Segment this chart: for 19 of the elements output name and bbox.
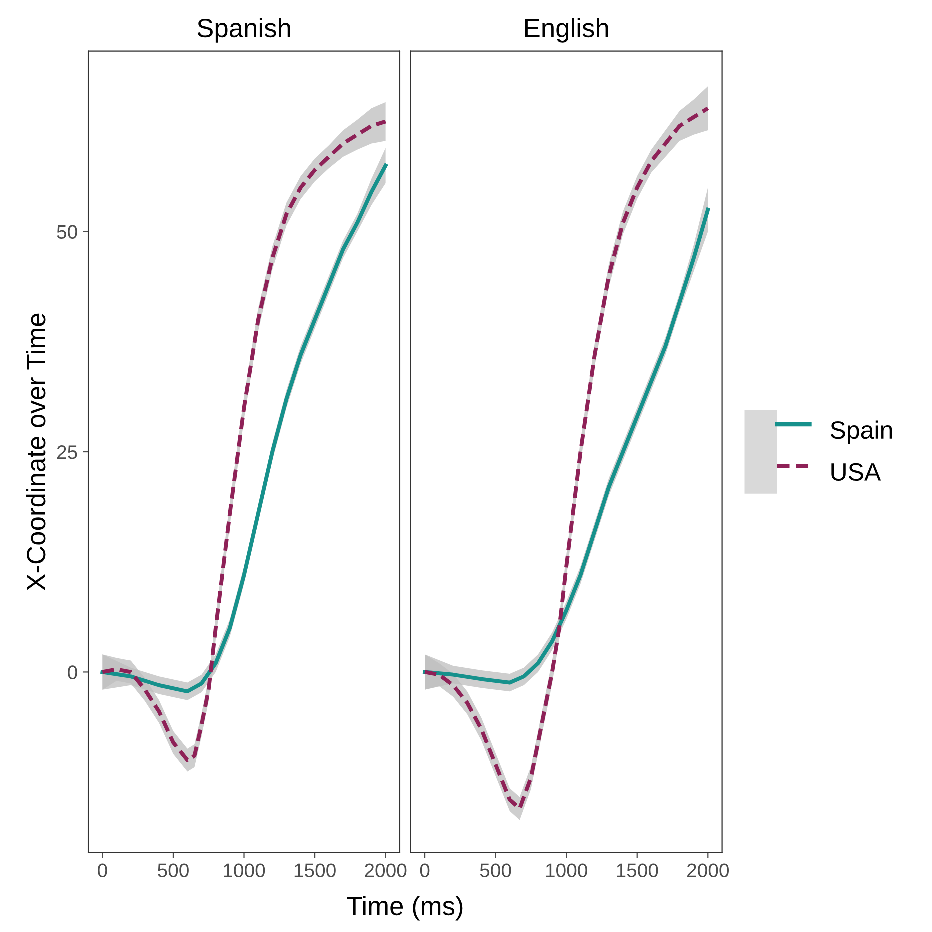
y-axis-title: X-Coordinate over Time: [26, 314, 46, 591]
legend-label: USA: [832, 463, 882, 482]
y-tick-label: 50: [57, 225, 78, 240]
x-tick-label: 500: [158, 864, 189, 878]
x-tick-label: 0: [420, 864, 430, 878]
chart-title: Spanish: [198, 18, 290, 43]
x-tick-label: 0: [98, 864, 108, 878]
chart-title: English: [525, 18, 608, 43]
x-axis-title: Time (ms): [347, 896, 463, 921]
x-tick-label: 1000: [546, 864, 588, 878]
x-tick-label: 500: [480, 864, 512, 878]
y-tick-label: 25: [57, 445, 78, 460]
x-tick-label: 1500: [617, 864, 658, 878]
x-tick-label: 1000: [224, 864, 266, 878]
legend-label: Spain: [830, 420, 892, 444]
x-tick-label: 2000: [365, 864, 407, 878]
x-tick-label: 2000: [687, 864, 730, 878]
x-tick-label: 1500: [294, 864, 336, 878]
y-tick-label: 0: [68, 666, 78, 680]
